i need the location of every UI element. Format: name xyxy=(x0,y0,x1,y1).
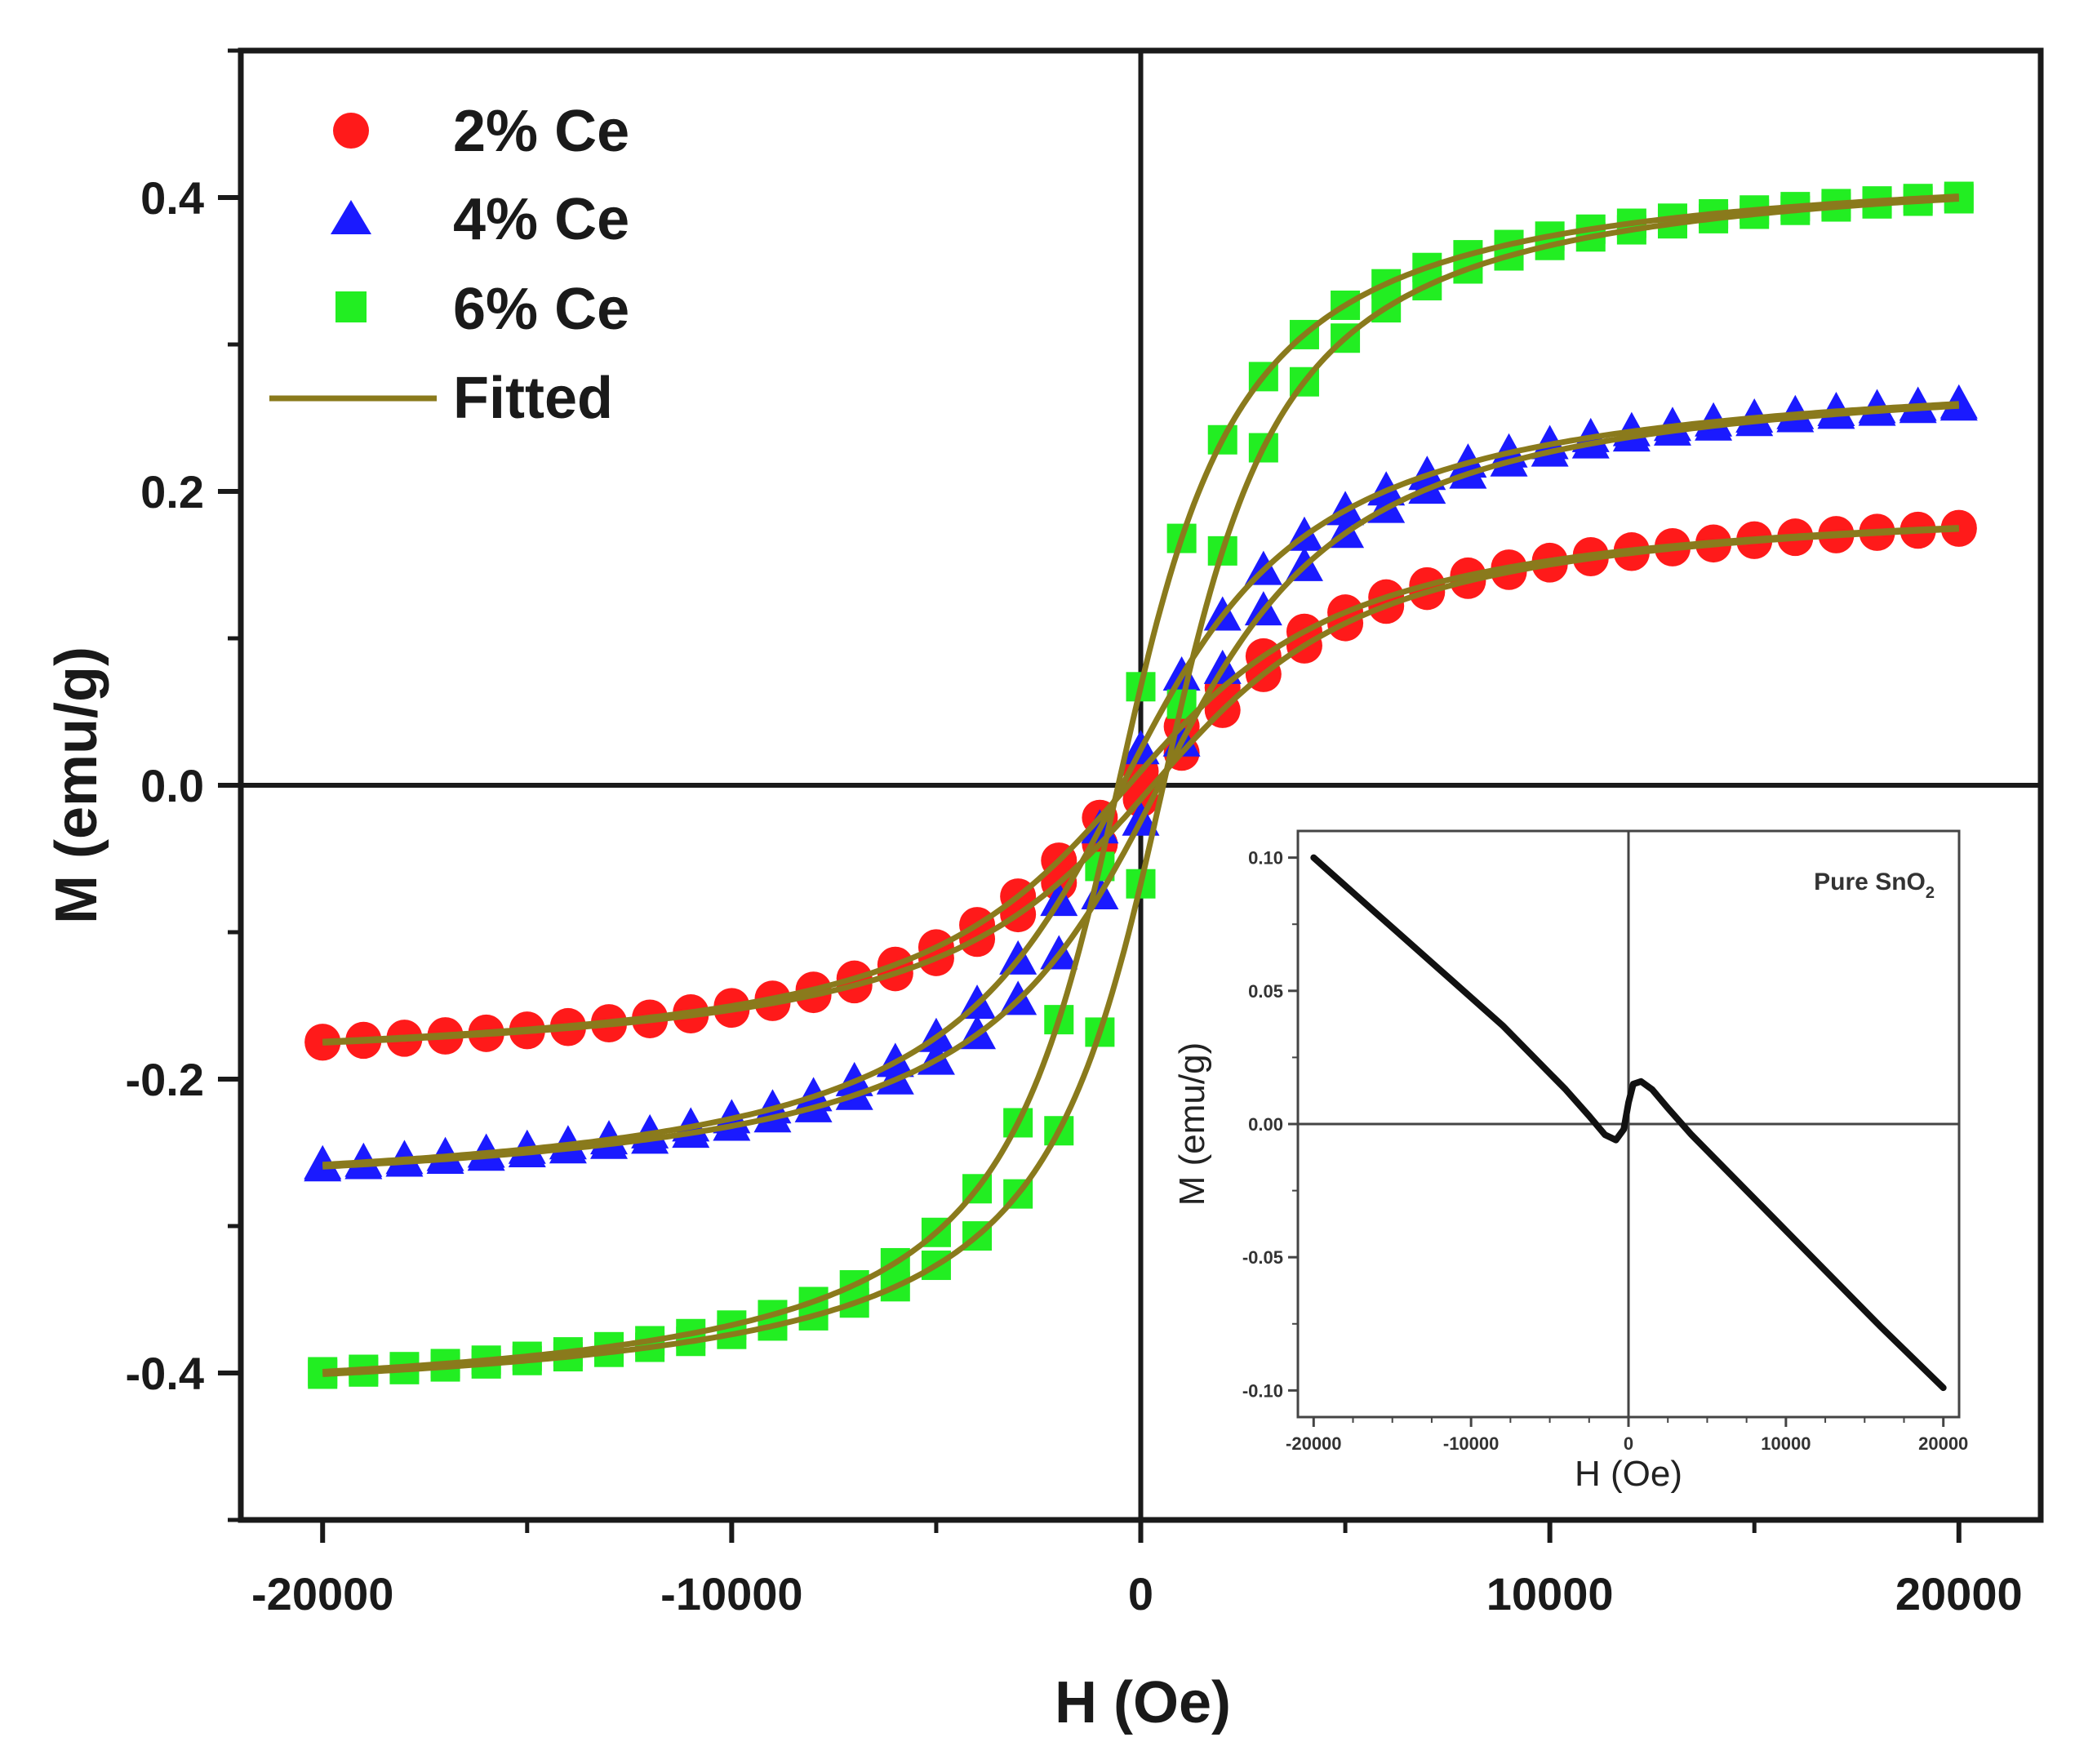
inset-x-tick-label: -10000 xyxy=(1443,1433,1500,1454)
inset-zero-lines xyxy=(1298,831,1959,1417)
inset-axis-ticks: -20000 -10000 0 10000 20000 -0.10 -0.05 0.00 0.0… xyxy=(1242,848,1968,1454)
fitted-curve-4ce-lower xyxy=(322,402,1960,1170)
fitted-curves-layer xyxy=(322,193,1960,1377)
inset-x-tick-label: 0 xyxy=(1624,1433,1633,1454)
y-tick-label: 0.4 xyxy=(140,172,204,224)
x-tick-label: 20000 xyxy=(1895,1568,2023,1620)
legend-label-6ce: 6% Ce xyxy=(453,277,629,342)
x-axis-title: H (Oe) xyxy=(1055,1670,1231,1735)
inset-y-tick-label: -0.10 xyxy=(1242,1380,1283,1401)
x-tick-label: -20000 xyxy=(251,1568,393,1620)
inset-curve-pure-sno2 xyxy=(1310,854,1947,1392)
y-tick-label: -0.2 xyxy=(126,1054,205,1105)
y-axis-title: M (emu/g) xyxy=(44,647,109,924)
main-axis-ticks: -20000 -10000 0 10000 20000 -0.4 -0.2 0.0 0.2 0.4 xyxy=(126,48,2023,1620)
inset-y-axis-title: M (emu/g) xyxy=(1172,1042,1212,1206)
data-point-4ce xyxy=(1939,386,1978,421)
inset-y-tick-label: 0.00 xyxy=(1248,1114,1283,1135)
inset-title: Pure SnO2 xyxy=(1814,869,1935,902)
fitted-curve-4ce-upper xyxy=(322,401,1960,1168)
y-tick-label: 0.0 xyxy=(140,760,204,811)
inset-y-tick-label: 0.05 xyxy=(1248,981,1283,1002)
legend-label-4ce: 4% Ce xyxy=(453,187,629,252)
legend-label-2ce: 2% Ce xyxy=(453,99,629,164)
inset-x-tick-label: 20000 xyxy=(1918,1433,1968,1454)
inset-x-tick-label: 10000 xyxy=(1761,1433,1811,1454)
legend-label-fitted: Fitted xyxy=(453,366,613,431)
x-tick-label: -10000 xyxy=(660,1568,802,1620)
fitted-curve-6ce-upper xyxy=(322,193,1959,1375)
inset-plot: -20000 -10000 0 10000 20000 -0.10 -0.05 0.00 0.0… xyxy=(1172,829,1968,1494)
inset-title-main: Pure SnO xyxy=(1814,869,1926,895)
legend-marker-4ce xyxy=(331,200,371,234)
fitted-curve-2ce-lower xyxy=(322,526,1959,1046)
fitted-curve-6ce-lower xyxy=(322,196,1960,1377)
legend-marker-6ce xyxy=(335,291,367,322)
y-tick-label: -0.4 xyxy=(126,1348,205,1399)
y-tick-label: 0.2 xyxy=(140,466,204,518)
inset-x-tick-label: -20000 xyxy=(1286,1433,1342,1454)
inset-y-tick-label: -0.05 xyxy=(1242,1247,1283,1268)
inset-x-axis-title: H (Oe) xyxy=(1575,1454,1682,1494)
x-tick-label: 0 xyxy=(1128,1568,1153,1620)
legend-marker-2ce xyxy=(333,113,369,149)
x-tick-label: 10000 xyxy=(1486,1568,1614,1620)
legend: 2% Ce 4% Ce 6% Ce Fitted xyxy=(269,99,629,431)
inset-title-subscript: 2 xyxy=(1926,884,1935,902)
inset-y-tick-label: 0.10 xyxy=(1248,848,1283,869)
